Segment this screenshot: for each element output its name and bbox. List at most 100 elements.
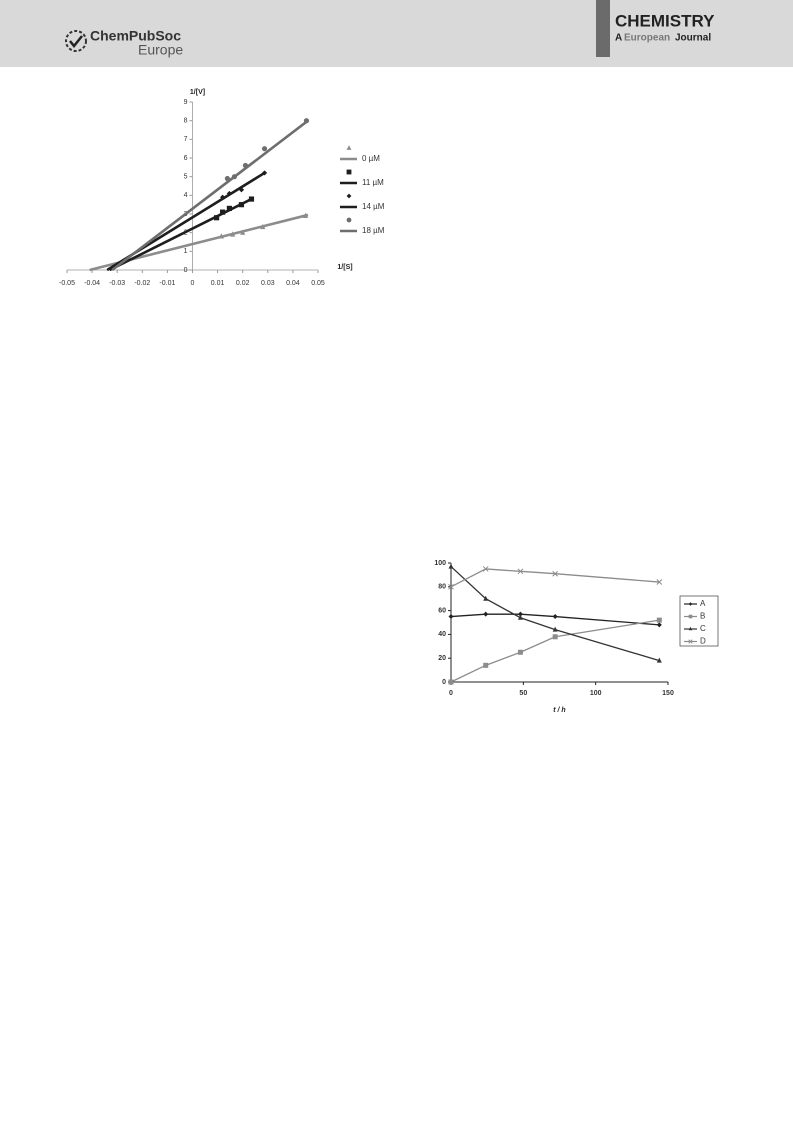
marker bbox=[448, 679, 454, 685]
series-line bbox=[450, 568, 660, 588]
marker bbox=[220, 194, 226, 200]
marker bbox=[260, 223, 266, 230]
x-tick-label: -0.03 bbox=[109, 280, 125, 287]
x-tick-label: 100 bbox=[590, 690, 602, 697]
marker bbox=[213, 215, 220, 221]
marker bbox=[220, 209, 226, 215]
marker bbox=[552, 634, 558, 640]
x-tick-label: 50 bbox=[519, 690, 527, 697]
journal-c: Journal bbox=[675, 33, 711, 44]
marker bbox=[656, 622, 662, 628]
marker bbox=[238, 202, 245, 208]
marker bbox=[552, 626, 558, 632]
y-tick-label: 20 bbox=[438, 655, 446, 662]
y-tick-label: 1 bbox=[184, 248, 188, 255]
fit-line bbox=[111, 119, 309, 272]
x-tick-label: -0.02 bbox=[134, 280, 150, 287]
marker bbox=[226, 190, 232, 197]
logo-icon bbox=[65, 30, 87, 52]
marker bbox=[552, 614, 558, 620]
marker bbox=[218, 233, 224, 239]
marker bbox=[238, 187, 245, 193]
x-tick-label: -0.04 bbox=[84, 280, 100, 287]
legend-label: B bbox=[700, 612, 705, 621]
legend-label: C bbox=[700, 624, 706, 633]
journal-a: A bbox=[615, 33, 622, 44]
header-band bbox=[0, 0, 793, 67]
marker bbox=[517, 614, 523, 620]
marker bbox=[483, 595, 489, 601]
marker bbox=[224, 175, 230, 182]
legend-marker bbox=[346, 169, 352, 175]
x-axis-label: 1/[S] bbox=[337, 264, 352, 271]
x-tick-label: 0.05 bbox=[311, 280, 325, 287]
y-tick-label: 0 bbox=[184, 267, 188, 274]
journal: CHEMISTRY bbox=[615, 11, 715, 30]
publisher: ChemPubSoc bbox=[90, 28, 181, 44]
x-axis-label: t / h bbox=[553, 707, 565, 714]
y-axis-label: 1/[V] bbox=[190, 89, 205, 96]
legend-label: 0 µM bbox=[362, 154, 380, 163]
marker bbox=[448, 614, 454, 620]
marker bbox=[448, 563, 454, 569]
marker bbox=[230, 231, 236, 237]
x-tick-label: 0 bbox=[449, 690, 453, 697]
marker bbox=[656, 617, 662, 623]
marker bbox=[482, 566, 489, 572]
marker bbox=[517, 568, 524, 575]
legend-marker bbox=[346, 193, 352, 199]
y-tick-label: 4 bbox=[184, 192, 188, 199]
marker bbox=[240, 229, 246, 235]
journal-b: European bbox=[624, 33, 670, 44]
marker bbox=[261, 170, 268, 176]
marker bbox=[656, 657, 662, 663]
x-tick-label: 0 bbox=[191, 280, 195, 287]
marker bbox=[248, 196, 255, 202]
marker bbox=[483, 662, 489, 668]
y-tick-label: 40 bbox=[438, 631, 446, 638]
legend-marker bbox=[688, 614, 693, 619]
y-tick-label: 80 bbox=[438, 584, 446, 591]
marker bbox=[448, 583, 454, 590]
legend-label: 14 µM bbox=[362, 202, 385, 211]
x-tick-label: -0.05 bbox=[59, 280, 75, 287]
x-tick-label: 0.01 bbox=[211, 280, 225, 287]
x-tick-label: 0.03 bbox=[261, 280, 275, 287]
y-tick-label: 60 bbox=[438, 607, 446, 614]
y-tick-label: 7 bbox=[184, 136, 188, 143]
marker bbox=[302, 212, 309, 218]
x-tick-label: 0.04 bbox=[286, 280, 300, 287]
legend-marker bbox=[688, 626, 693, 631]
y-tick-label: 5 bbox=[184, 174, 188, 181]
legend-label: A bbox=[700, 599, 706, 608]
marker bbox=[303, 118, 310, 124]
legend-marker bbox=[688, 602, 693, 606]
x-tick-label: 150 bbox=[662, 690, 674, 697]
journal-bar bbox=[596, 0, 610, 57]
marker bbox=[552, 570, 559, 577]
legend-label: 18 µM bbox=[362, 226, 385, 235]
legend-marker bbox=[346, 145, 352, 150]
x-tick-label: -0.01 bbox=[159, 280, 175, 287]
y-tick-label: 100 bbox=[434, 560, 446, 567]
y-tick-label: 8 bbox=[184, 118, 188, 125]
x-tick-label: 0.02 bbox=[236, 280, 250, 287]
marker bbox=[656, 579, 663, 585]
publisher-sub: Europe bbox=[138, 42, 183, 58]
legend-marker bbox=[346, 217, 352, 223]
marker bbox=[226, 205, 232, 211]
series-line bbox=[450, 566, 660, 662]
marker bbox=[483, 611, 489, 617]
y-tick-label: 6 bbox=[184, 155, 188, 162]
marker bbox=[517, 649, 523, 655]
y-tick-label: 9 bbox=[184, 99, 188, 106]
marker bbox=[231, 174, 238, 180]
logo-check bbox=[69, 35, 83, 49]
legend-marker bbox=[688, 639, 693, 644]
legend-label: 11 µM bbox=[362, 178, 384, 187]
marker bbox=[517, 611, 523, 617]
marker bbox=[242, 162, 249, 169]
y-tick-label: 0 bbox=[442, 679, 446, 686]
